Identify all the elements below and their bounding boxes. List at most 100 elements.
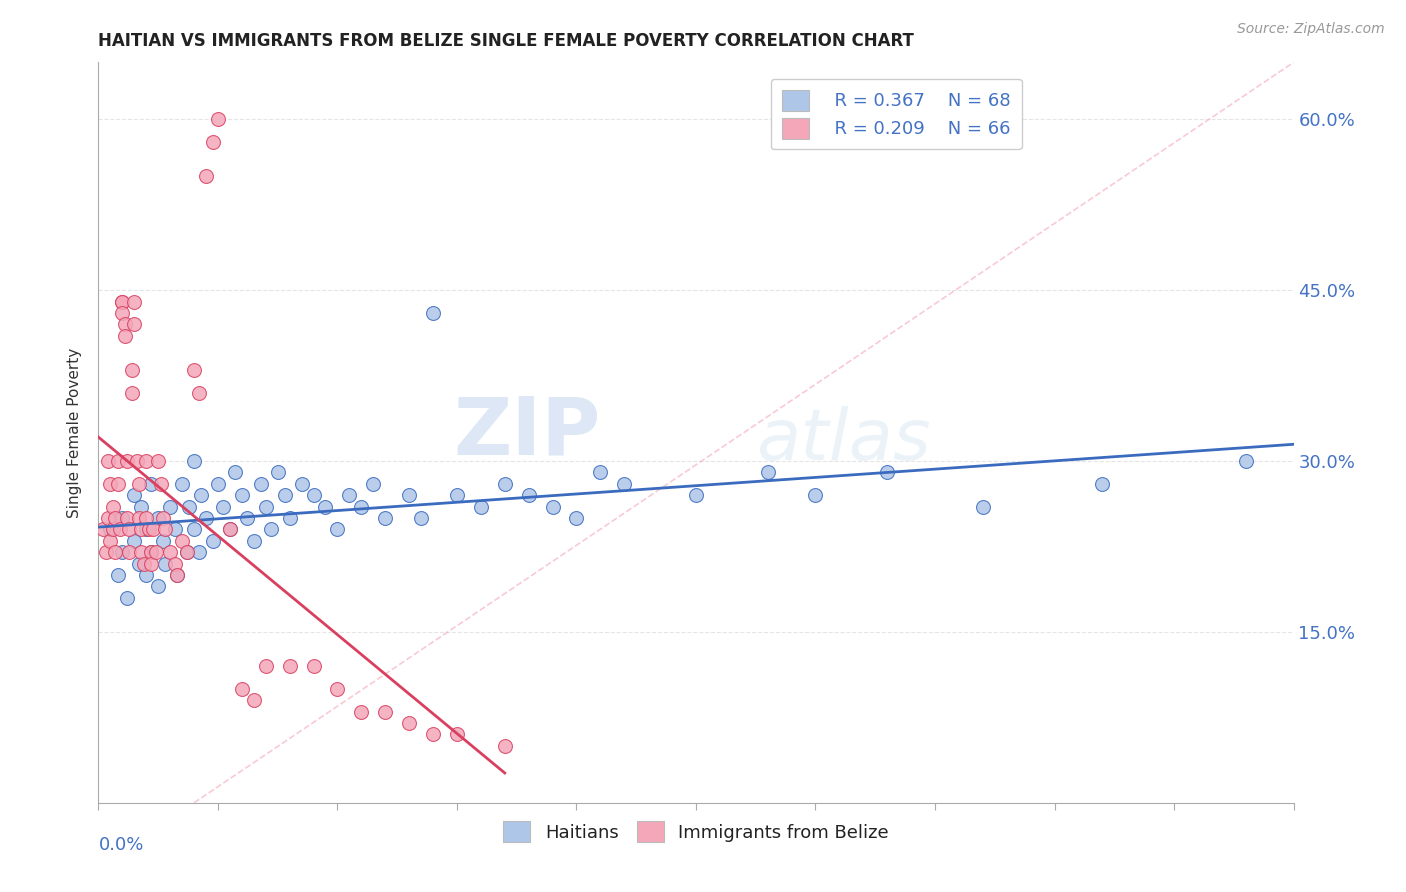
Point xyxy=(159,500,181,514)
Point xyxy=(350,500,373,514)
Point xyxy=(259,523,281,537)
Point xyxy=(211,500,233,514)
Point xyxy=(235,511,257,525)
Point xyxy=(118,523,141,537)
Point xyxy=(148,579,170,593)
Text: 0.0%: 0.0% xyxy=(98,836,143,855)
Point xyxy=(148,511,170,525)
Point xyxy=(111,294,134,309)
Point xyxy=(326,523,349,537)
Legend: Haitians, Immigrants from Belize: Haitians, Immigrants from Belize xyxy=(496,814,896,849)
Point xyxy=(114,328,136,343)
Point xyxy=(139,545,162,559)
Point xyxy=(756,466,779,480)
Point xyxy=(107,476,129,491)
Point xyxy=(195,169,218,184)
Point xyxy=(142,523,165,537)
Point xyxy=(121,363,143,377)
Point xyxy=(278,511,301,525)
Point xyxy=(124,294,146,309)
Point xyxy=(187,545,209,559)
Point xyxy=(98,523,122,537)
Point xyxy=(135,511,157,525)
Point xyxy=(195,511,218,525)
Point xyxy=(363,476,385,491)
Point xyxy=(446,488,468,502)
Point xyxy=(108,523,131,537)
Point xyxy=(374,511,396,525)
Point xyxy=(131,523,153,537)
Point xyxy=(219,523,242,537)
Text: atlas: atlas xyxy=(756,406,931,475)
Point xyxy=(163,523,186,537)
Point xyxy=(131,545,153,559)
Point xyxy=(115,511,138,525)
Point xyxy=(111,545,134,559)
Point xyxy=(231,681,253,696)
Point xyxy=(94,545,117,559)
Point xyxy=(124,488,146,502)
Point xyxy=(118,545,141,559)
Point xyxy=(243,693,266,707)
Point xyxy=(107,454,129,468)
Point xyxy=(111,294,134,309)
Point xyxy=(115,591,138,605)
Point xyxy=(374,705,396,719)
Point xyxy=(111,511,134,525)
Point xyxy=(149,476,172,491)
Point xyxy=(315,500,337,514)
Point xyxy=(804,488,827,502)
Point xyxy=(302,488,325,502)
Point xyxy=(685,488,707,502)
Point xyxy=(135,454,157,468)
Point xyxy=(219,523,242,537)
Point xyxy=(339,488,361,502)
Point xyxy=(131,500,153,514)
Point xyxy=(152,533,174,548)
Point xyxy=(398,488,420,502)
Point xyxy=(411,511,433,525)
Point xyxy=(446,727,468,741)
Point xyxy=(159,545,181,559)
Point xyxy=(166,568,188,582)
Point xyxy=(589,466,612,480)
Point xyxy=(98,533,122,548)
Point xyxy=(243,533,266,548)
Point xyxy=(517,488,540,502)
Point xyxy=(139,557,162,571)
Point xyxy=(111,306,134,320)
Point xyxy=(176,545,198,559)
Point xyxy=(231,488,253,502)
Point xyxy=(494,476,516,491)
Text: Source: ZipAtlas.com: Source: ZipAtlas.com xyxy=(1237,22,1385,37)
Point xyxy=(302,659,325,673)
Point xyxy=(291,476,314,491)
Point xyxy=(124,533,146,548)
Point xyxy=(250,476,273,491)
Point xyxy=(254,659,277,673)
Point xyxy=(101,500,124,514)
Point xyxy=(326,681,349,696)
Point xyxy=(494,739,516,753)
Point xyxy=(972,500,994,514)
Point xyxy=(541,500,564,514)
Point xyxy=(128,557,150,571)
Point xyxy=(876,466,898,480)
Point xyxy=(148,454,170,468)
Point xyxy=(176,545,198,559)
Point xyxy=(183,454,205,468)
Point xyxy=(166,568,188,582)
Point xyxy=(274,488,297,502)
Point xyxy=(1234,454,1257,468)
Point xyxy=(155,523,177,537)
Point xyxy=(124,318,146,332)
Point xyxy=(128,476,150,491)
Point xyxy=(179,500,201,514)
Point xyxy=(613,476,636,491)
Point xyxy=(139,545,162,559)
Point xyxy=(183,523,205,537)
Point xyxy=(155,557,177,571)
Point xyxy=(91,523,114,537)
Point xyxy=(224,466,246,480)
Point xyxy=(104,545,127,559)
